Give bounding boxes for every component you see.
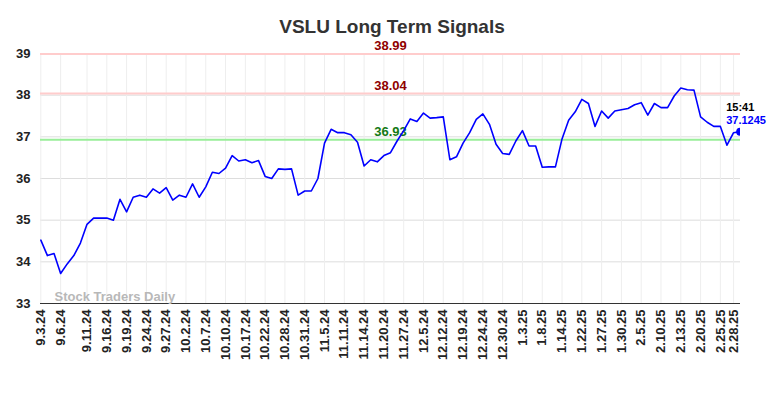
svg-text:37.1245: 37.1245 bbox=[726, 114, 766, 126]
svg-text:10.31.24: 10.31.24 bbox=[297, 309, 312, 360]
svg-text:2.20.25: 2.20.25 bbox=[693, 310, 708, 353]
svg-text:9.6.24: 9.6.24 bbox=[53, 309, 68, 346]
svg-text:9.19.24: 9.19.24 bbox=[119, 309, 134, 353]
svg-text:12.5.24: 12.5.24 bbox=[416, 309, 431, 353]
svg-text:38.99: 38.99 bbox=[374, 40, 407, 53]
svg-text:33: 33 bbox=[16, 296, 30, 311]
svg-text:36: 36 bbox=[16, 171, 30, 186]
svg-text:35: 35 bbox=[16, 212, 30, 227]
svg-text:9.3.24: 9.3.24 bbox=[33, 309, 48, 346]
svg-text:12.30.24: 12.30.24 bbox=[495, 309, 510, 360]
svg-text:1.14.25: 1.14.25 bbox=[554, 310, 569, 353]
svg-text:11.27.24: 11.27.24 bbox=[396, 309, 411, 360]
svg-text:2.25.25: 2.25.25 bbox=[712, 309, 728, 353]
svg-text:2.5.25: 2.5.25 bbox=[633, 310, 648, 346]
html-text:VSLU Long Term Signals: VSLU Long Term Signals bbox=[279, 16, 505, 37]
svg-text:9.11.24: 9.11.24 bbox=[79, 309, 94, 352]
svg-text:Stock Traders Daily: Stock Traders Daily bbox=[55, 289, 176, 304]
svg-text:2.13.25: 2.13.25 bbox=[673, 310, 688, 353]
svg-text:10.7.24: 10.7.24 bbox=[198, 309, 213, 353]
svg-text:37: 37 bbox=[16, 129, 30, 144]
svg-text:34: 34 bbox=[16, 254, 31, 269]
svg-text:11.11.24: 11.11.24 bbox=[336, 309, 351, 359]
svg-text:38: 38 bbox=[16, 87, 30, 102]
svg-text:9.24.24: 9.24.24 bbox=[139, 309, 154, 353]
svg-text:11.5.24: 11.5.24 bbox=[317, 309, 332, 352]
svg-text:10.22.24: 10.22.24 bbox=[257, 309, 272, 360]
svg-text:11.14.24: 11.14.24 bbox=[356, 309, 371, 360]
svg-text:1.27.25: 1.27.25 bbox=[594, 310, 609, 353]
svg-text:36.93: 36.93 bbox=[374, 124, 407, 139]
svg-text:1.8.25: 1.8.25 bbox=[534, 310, 549, 346]
svg-text:39: 39 bbox=[16, 46, 30, 61]
svg-text:12.24.24: 12.24.24 bbox=[475, 309, 490, 360]
svg-text:2.10.25: 2.10.25 bbox=[653, 310, 668, 353]
svg-text:10.2.24: 10.2.24 bbox=[178, 309, 193, 353]
svg-text:38.04: 38.04 bbox=[374, 78, 407, 93]
svg-text:1.22.25: 1.22.25 bbox=[574, 310, 589, 353]
svg-text:10.10.24: 10.10.24 bbox=[218, 309, 233, 360]
svg-text:15:41: 15:41 bbox=[726, 101, 754, 113]
svg-text:9.27.24: 9.27.24 bbox=[158, 309, 173, 353]
svg-text:1.3.25: 1.3.25 bbox=[515, 310, 530, 346]
svg-text:9.16.24: 9.16.24 bbox=[99, 309, 114, 353]
svg-text:10.17.24: 10.17.24 bbox=[238, 309, 253, 360]
svg-text:11.20.24: 11.20.24 bbox=[376, 309, 391, 360]
svg-text:12.19.24: 12.19.24 bbox=[455, 309, 470, 360]
svg-text:1.30.25: 1.30.25 bbox=[614, 310, 629, 353]
svg-text:2.28.25: 2.28.25 bbox=[726, 310, 741, 353]
svg-text:10.28.24: 10.28.24 bbox=[277, 309, 292, 360]
svg-text:12.12.24: 12.12.24 bbox=[435, 309, 450, 360]
